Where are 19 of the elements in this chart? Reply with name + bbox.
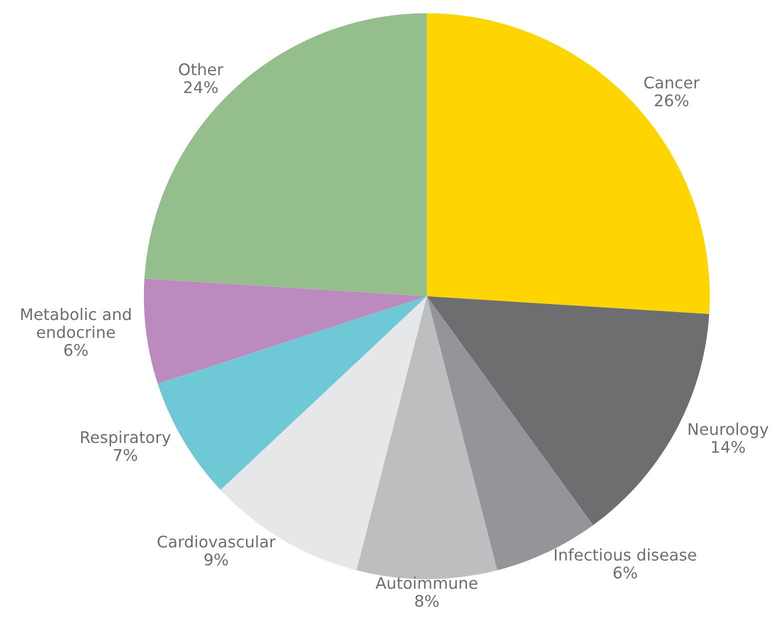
pie-slice xyxy=(144,278,427,384)
data-label: 6% xyxy=(614,566,637,579)
slice-label: Neurology xyxy=(688,422,768,438)
slice-label: Metabolic and endocrine xyxy=(21,308,131,338)
pie-slice xyxy=(144,13,427,296)
pie-slice xyxy=(426,13,710,314)
slice-label: Other xyxy=(178,62,224,76)
data-label: 26% xyxy=(654,94,688,106)
slice-label: Infectious disease xyxy=(554,548,696,561)
data-label: 24% xyxy=(184,81,218,94)
slice-label: Cancer xyxy=(644,76,700,89)
data-label: 6% xyxy=(64,344,88,356)
slice-label: Autoimmune xyxy=(376,576,478,590)
data-label: 7% xyxy=(114,448,138,462)
slice-label: Respiratory xyxy=(81,430,171,446)
data-label: 14% xyxy=(712,440,745,453)
data-label: 9% xyxy=(204,553,228,566)
slice-label: Cardiovascular xyxy=(158,535,276,548)
data-label: 8% xyxy=(415,594,439,607)
